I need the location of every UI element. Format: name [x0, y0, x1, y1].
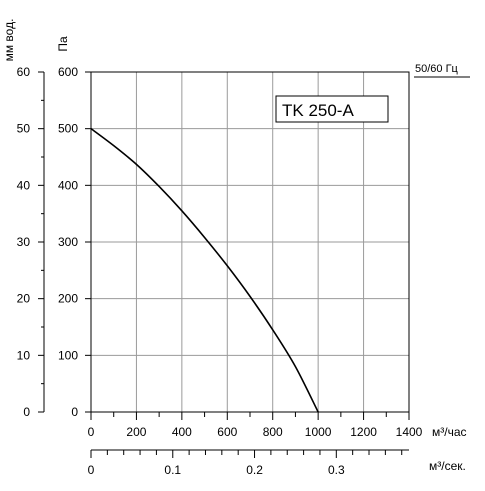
- left-tick-label: 20: [17, 292, 31, 306]
- x2-tick-label: 0.2: [246, 463, 263, 477]
- left-axis-label: мм вод.: [2, 19, 16, 62]
- x-tick-label: 1400: [396, 425, 423, 439]
- x-axis-ticks: 0 200 400 600 800 1000 1200 1400: [88, 412, 423, 439]
- grid: [90, 71, 410, 413]
- pa-tick-label: 300: [58, 235, 78, 249]
- pa-tick-label: 400: [58, 178, 78, 192]
- model-title: TK 250-A: [282, 101, 354, 120]
- x-tick-label: 600: [217, 425, 237, 439]
- left-axis-ticks: 60 50 40 30 20 10 0: [17, 65, 44, 419]
- pa-axis-ticks: 600 500 400 300 200 100 0: [58, 65, 91, 419]
- left-tick-label: 0: [23, 405, 30, 419]
- x2-tick-label: 0.1: [164, 463, 181, 477]
- x-tick-label: 0: [88, 425, 95, 439]
- x2-axis-ticks: 0 0.1 0.2 0.3: [88, 450, 403, 477]
- pa-tick-label: 0: [71, 405, 78, 419]
- x-axis-label: м³/час: [432, 425, 467, 439]
- pa-axis-label: Па: [56, 36, 70, 52]
- x-tick-label: 800: [263, 425, 283, 439]
- left-tick-label: 50: [17, 122, 31, 136]
- performance-curve: [90, 128, 319, 413]
- x-tick-label: 400: [172, 425, 192, 439]
- x-tick-label: 1200: [350, 425, 377, 439]
- left-tick-label: 30: [17, 235, 31, 249]
- x2-axis-label: м³/сек.: [429, 459, 466, 473]
- x-tick-label: 1000: [305, 425, 332, 439]
- pa-tick-label: 100: [58, 348, 78, 362]
- left-tick-label: 40: [17, 178, 31, 192]
- model-box: [275, 95, 389, 123]
- pa-tick-label: 600: [58, 65, 78, 79]
- x2-tick-label: 0.3: [328, 463, 345, 477]
- x-tick-label: 200: [126, 425, 146, 439]
- frequency-label: 50/60 Гц: [415, 63, 459, 75]
- left-tick-label: 60: [17, 65, 31, 79]
- pa-tick-label: 500: [58, 122, 78, 136]
- x2-tick-label: 0: [88, 463, 95, 477]
- left-tick-label: 10: [17, 348, 31, 362]
- pa-tick-label: 200: [58, 292, 78, 306]
